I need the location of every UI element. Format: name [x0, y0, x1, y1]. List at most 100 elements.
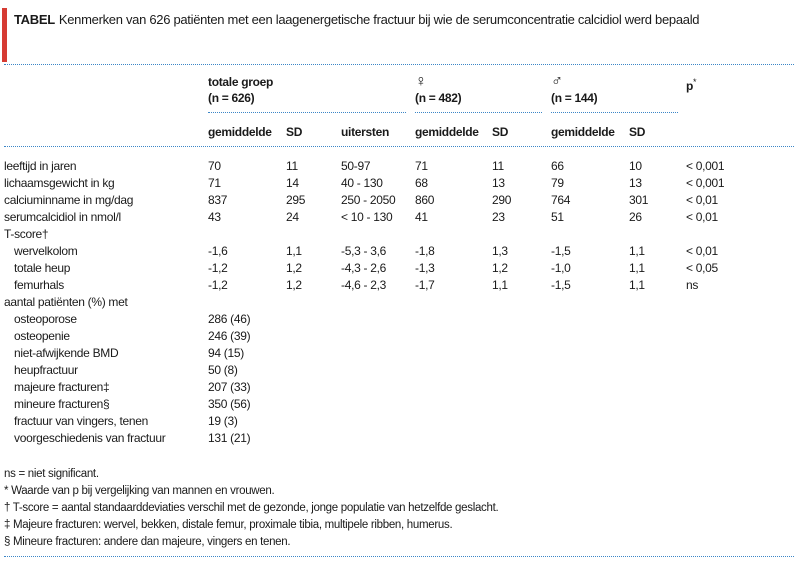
header-female-n: (n = 482)	[415, 91, 462, 105]
table-row: voorgeschiedenis van fractuur 131 (21)	[0, 430, 800, 447]
cell-mean-total: -1,2	[208, 278, 228, 292]
cell-mean-male: -1,5	[551, 278, 571, 292]
footnote-major: ‡ Majeure fracturen: wervel, bekken, dis…	[4, 519, 453, 531]
row-label: lichaamsgewicht in kg	[4, 176, 115, 190]
row-label: aantal patiënten (%) met	[4, 295, 128, 309]
header-p: p	[686, 79, 694, 93]
cell-sd-female: 1,2	[492, 261, 508, 275]
cell-range: -4,3 - 2,6	[341, 261, 387, 275]
row-label: leeftijd in jaren	[4, 159, 77, 173]
header-total-group: totale groep (n = 626)	[208, 74, 273, 106]
cell-p: < 0,001	[686, 176, 725, 190]
cell-p: < 0,05	[686, 261, 718, 275]
table-row: niet-afwijkende BMD 94 (15)	[0, 345, 800, 362]
subheader-mean-total: gemiddelde	[208, 125, 272, 139]
footnote-minor: § Mineure fracturen: andere dan majeure,…	[4, 536, 291, 548]
cell-count-total: 286 (46)	[208, 312, 251, 326]
cell-sd-male: 10	[629, 159, 642, 173]
table-label: TABEL	[14, 12, 55, 27]
cell-range: < 10 - 130	[341, 210, 393, 224]
table-caption: Kenmerken van 626 patiënten met een laag…	[58, 12, 700, 27]
row-label: voorgeschiedenis van fractuur	[14, 431, 166, 445]
bottom-rule	[4, 556, 794, 557]
total-group-rule	[208, 112, 406, 113]
cell-p: < 0,01	[686, 193, 718, 207]
cell-sd-male: 1,1	[629, 244, 645, 258]
header-female-group: ♀ (n = 482)	[415, 74, 462, 106]
title-accent-bar	[2, 8, 7, 62]
subheader-sd-female: SD	[492, 125, 509, 139]
cell-mean-total: -1,6	[208, 244, 228, 258]
row-label: fractuur van vingers, tenen	[14, 414, 148, 428]
cell-p: < 0,01	[686, 244, 718, 258]
cell-sd-male: 1,1	[629, 278, 645, 292]
cell-count-total: 94 (15)	[208, 346, 244, 360]
table-row: calciuminname in mg/dag 837 295 250 - 20…	[0, 192, 800, 209]
cell-count-total: 207 (33)	[208, 380, 251, 394]
table-row: mineure fracturen§ 350 (56)	[0, 396, 800, 413]
cell-count-total: 246 (39)	[208, 329, 251, 343]
cell-range: 250 - 2050	[341, 193, 396, 207]
table-row: T-score†	[0, 226, 800, 243]
cell-sd-male: 13	[629, 176, 642, 190]
subheader-sd-total: SD	[286, 125, 303, 139]
row-label: serumcalcidiol in nmol/l	[4, 210, 121, 224]
male-symbol: ♂	[551, 73, 563, 90]
cell-sd-female: 13	[492, 176, 505, 190]
row-label: majeure fracturen‡	[14, 380, 110, 394]
female-group-rule	[415, 112, 542, 113]
header-bottom-rule	[4, 146, 794, 147]
header-total-label: totale groep	[208, 75, 274, 89]
table-row: majeure fracturen‡ 207 (33)	[0, 379, 800, 396]
row-label: mineure fracturen§	[14, 397, 110, 411]
table-row: wervelkolom -1,6 1,1 -5,3 - 3,6 -1,8 1,3…	[0, 243, 800, 260]
table-row: leeftijd in jaren 70 11 50-97 71 11 66 1…	[0, 158, 800, 175]
header-male-n: (n = 144)	[551, 91, 598, 105]
cell-p: ns	[686, 278, 699, 292]
cell-mean-total: -1,2	[208, 261, 228, 275]
cell-count-total: 350 (56)	[208, 397, 251, 411]
subheader-sd-male: SD	[629, 125, 646, 139]
cell-sd-female: 1,1	[492, 278, 508, 292]
cell-mean-total: 70	[208, 159, 221, 173]
cell-range: 40 - 130	[341, 176, 383, 190]
row-label: niet-afwijkende BMD	[14, 346, 119, 360]
cell-sd-total: 1,1	[286, 244, 302, 258]
row-label: wervelkolom	[14, 244, 78, 258]
cell-mean-female: -1,3	[415, 261, 435, 275]
cell-count-total: 19 (3)	[208, 414, 238, 428]
cell-mean-male: 51	[551, 210, 564, 224]
cell-range: -4,6 - 2,3	[341, 278, 387, 292]
table-row: fractuur van vingers, tenen 19 (3)	[0, 413, 800, 430]
cell-sd-total: 14	[286, 176, 299, 190]
cell-mean-male: 764	[551, 193, 571, 207]
cell-mean-total: 71	[208, 176, 221, 190]
subheader-mean-female: gemiddelde	[415, 125, 479, 139]
cell-mean-female: 41	[415, 210, 428, 224]
cell-sd-total: 11	[286, 159, 298, 173]
header-p-value: p*	[686, 74, 697, 94]
footnote-p: * Waarde van p bij vergelijking van mann…	[4, 485, 275, 497]
cell-mean-female: 68	[415, 176, 428, 190]
subheader-range: uitersten	[341, 125, 389, 139]
cell-sd-female: 1,3	[492, 244, 508, 258]
table-row: osteoporose 286 (46)	[0, 311, 800, 328]
table-row: aantal patiënten (%) met	[0, 294, 800, 311]
cell-sd-male: 26	[629, 210, 642, 224]
cell-range: 50-97	[341, 159, 371, 173]
cell-mean-female: 860	[415, 193, 435, 207]
cell-p: < 0,01	[686, 210, 718, 224]
cell-mean-female: -1,7	[415, 278, 435, 292]
subheader-mean-male: gemiddelde	[551, 125, 615, 139]
top-rule	[4, 64, 794, 65]
table-row: totale heup -1,2 1,2 -4,3 - 2,6 -1,3 1,2…	[0, 260, 800, 277]
footnotes: ns = niet significant. * Waarde van p bi…	[4, 466, 784, 551]
table-row: heupfractuur 50 (8)	[0, 362, 800, 379]
cell-sd-total: 295	[286, 193, 306, 207]
cell-sd-female: 11	[492, 159, 504, 173]
cell-sd-female: 23	[492, 210, 505, 224]
row-label: calciuminname in mg/dag	[4, 193, 134, 207]
cell-mean-male: -1,5	[551, 244, 571, 258]
header-total-n: (n = 626)	[208, 91, 255, 105]
